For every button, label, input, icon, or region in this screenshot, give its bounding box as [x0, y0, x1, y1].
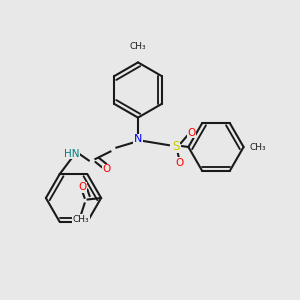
Text: O: O	[102, 164, 111, 175]
Text: HN: HN	[64, 148, 80, 159]
Text: CH₃: CH₃	[73, 214, 89, 224]
Text: O: O	[78, 182, 86, 193]
Text: O: O	[187, 128, 196, 138]
Text: N: N	[134, 134, 142, 145]
Text: O: O	[176, 158, 184, 168]
Text: S: S	[172, 140, 179, 153]
Text: CH₃: CH₃	[130, 42, 146, 51]
Text: CH₃: CH₃	[250, 142, 266, 152]
